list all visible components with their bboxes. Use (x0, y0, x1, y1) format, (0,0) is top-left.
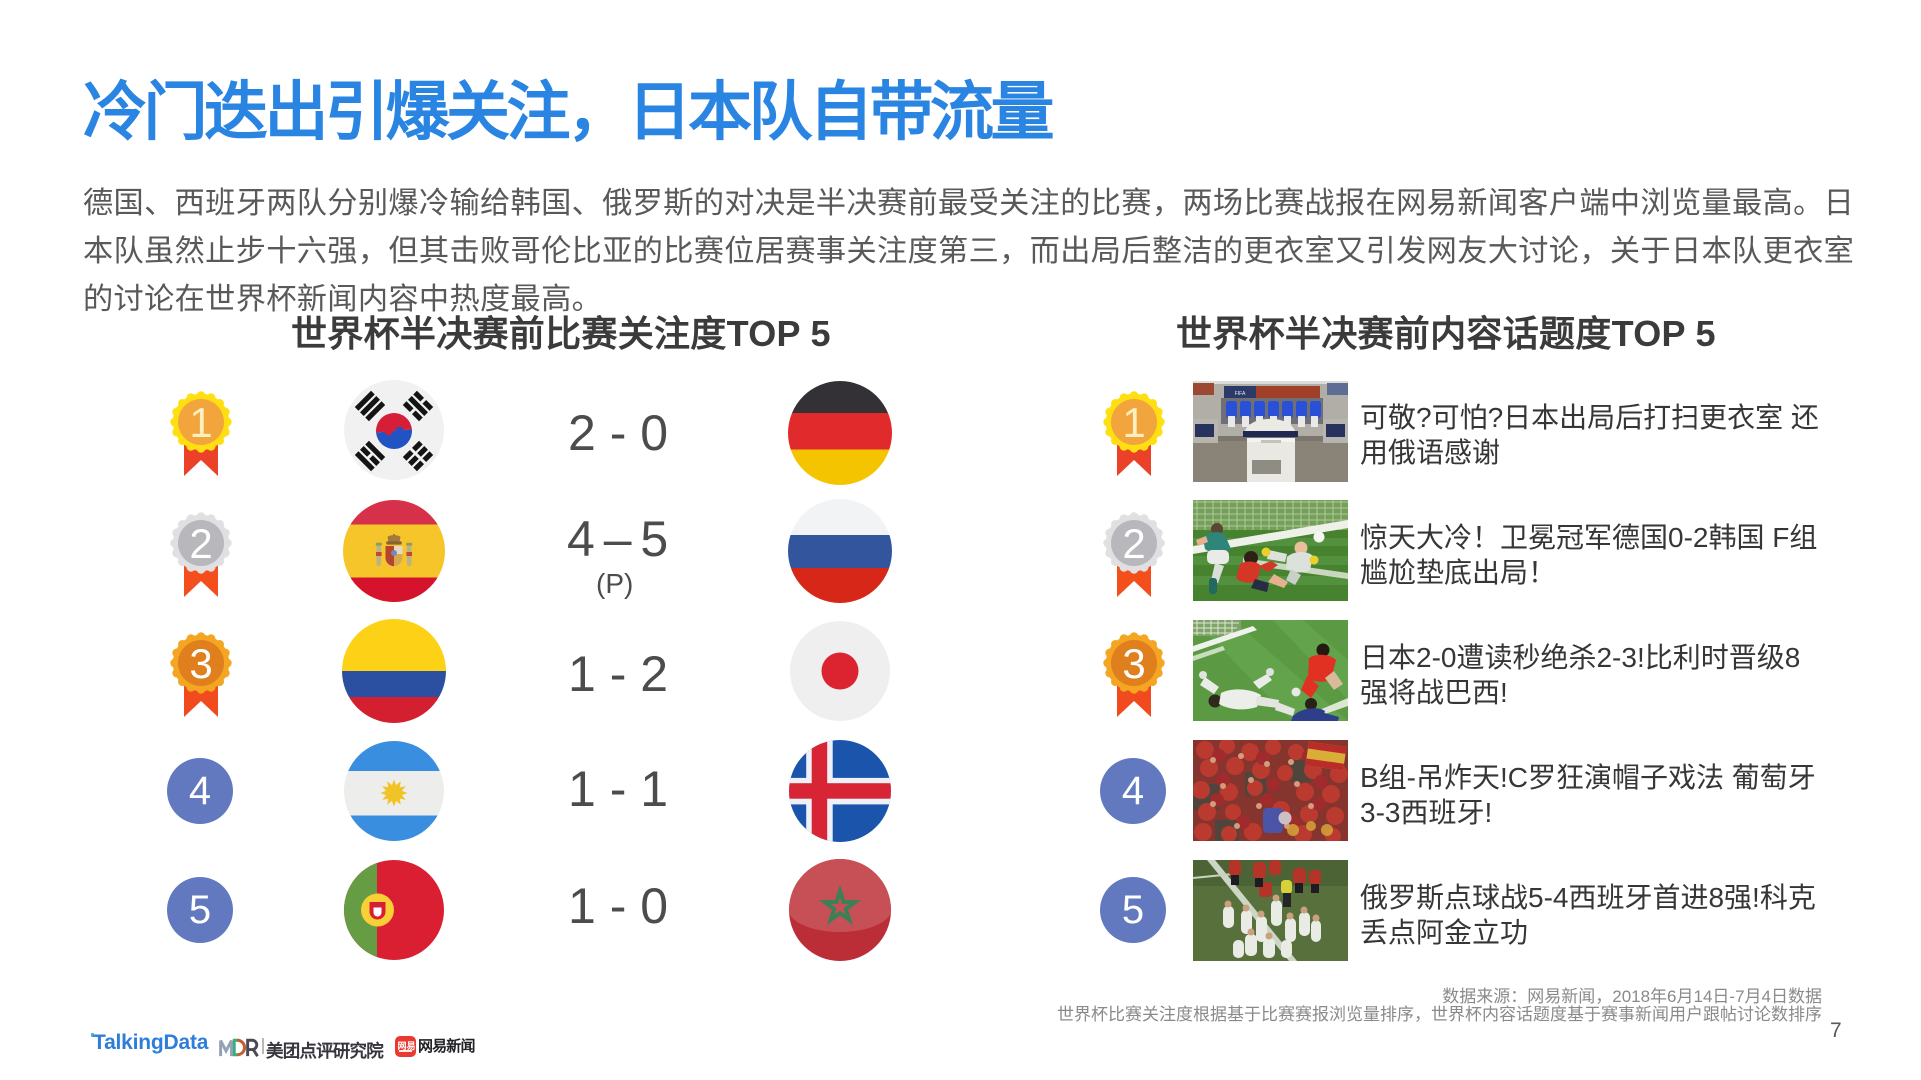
svg-text:2: 2 (1122, 520, 1145, 567)
svg-text:1: 1 (189, 399, 212, 446)
svg-text:3: 3 (1122, 640, 1145, 687)
svg-text:FIFA: FIFA (1235, 391, 1246, 397)
svg-text:2: 2 (189, 520, 212, 567)
svg-text:3: 3 (189, 640, 212, 687)
svg-text:1: 1 (1122, 399, 1145, 446)
